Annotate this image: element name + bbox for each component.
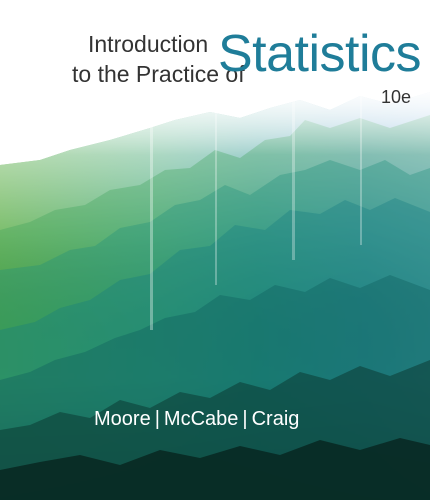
author-separator: | bbox=[242, 409, 247, 429]
author-list: Moore | McCabe | Craig bbox=[94, 409, 299, 429]
author-name: Craig bbox=[252, 408, 300, 430]
title-line-introduction: Introduction bbox=[88, 33, 208, 56]
author-separator: | bbox=[155, 409, 160, 429]
author-name: McCabe bbox=[164, 408, 238, 430]
title-statistics: Statistics bbox=[218, 28, 421, 80]
edition-label: 10e bbox=[381, 88, 411, 106]
author-name: Moore bbox=[94, 408, 151, 430]
